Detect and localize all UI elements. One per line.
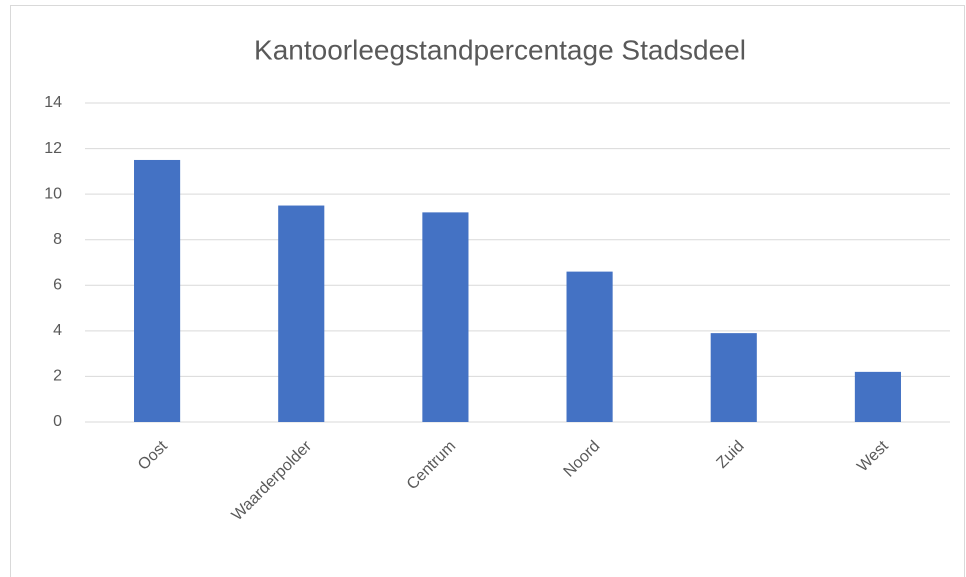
bar bbox=[134, 159, 181, 422]
bar bbox=[566, 271, 613, 422]
bar bbox=[422, 212, 469, 422]
chart-title: Kantoorleegstandpercentage Stadsdeel bbox=[254, 34, 746, 65]
y-tick-label: 8 bbox=[53, 231, 62, 248]
bar bbox=[854, 371, 901, 422]
y-tick-label: 12 bbox=[44, 140, 62, 157]
y-tick-label: 6 bbox=[53, 277, 62, 294]
bar bbox=[710, 333, 757, 422]
bar bbox=[278, 205, 325, 422]
y-tick-label: 14 bbox=[44, 94, 62, 111]
y-tick-label: 4 bbox=[53, 322, 62, 339]
y-tick-label: 10 bbox=[44, 185, 62, 202]
y-tick-label: 0 bbox=[53, 413, 62, 430]
y-tick-label: 2 bbox=[53, 368, 62, 385]
